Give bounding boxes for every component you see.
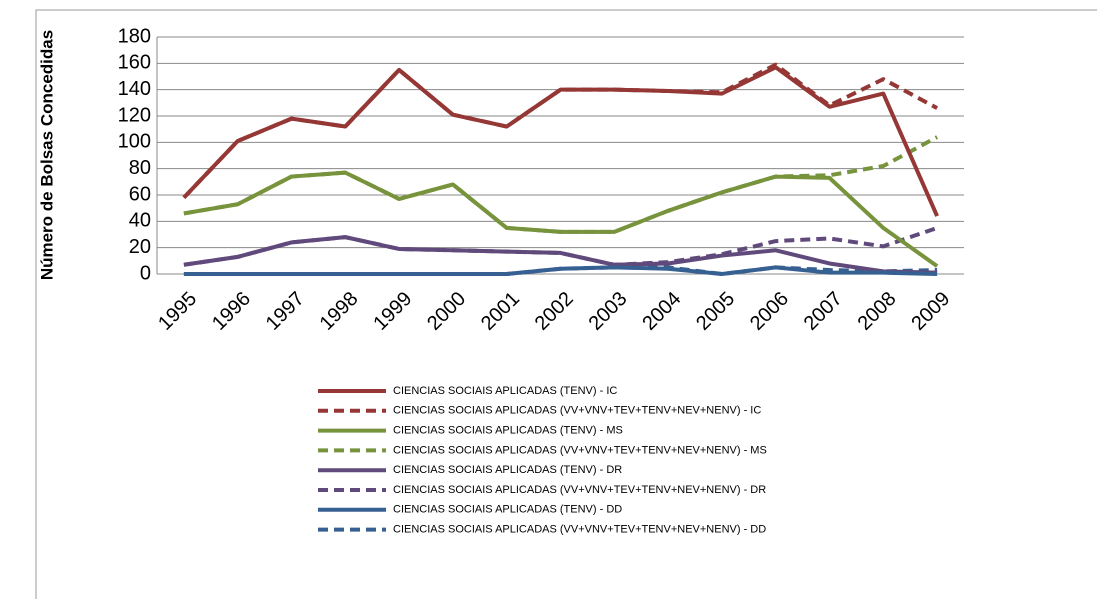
legend-label: CIENCIAS SOCIAIS APLICADAS (TENV) - DR xyxy=(393,464,622,476)
x-tick-label: 2008 xyxy=(854,288,901,335)
x-tick-label: 2001 xyxy=(477,288,524,335)
y-tick-label: 160 xyxy=(118,52,151,74)
y-tick-label: 180 xyxy=(118,25,151,47)
x-tick-label: 2003 xyxy=(585,288,632,335)
legend-label: CIENCIAS SOCIAIS APLICADAS (VV+VNV+TEV+T… xyxy=(393,405,761,417)
legend-label: CIENCIAS SOCIAIS APLICADAS (VV+VNV+TEV+T… xyxy=(393,484,766,496)
y-tick-label: 40 xyxy=(129,210,151,232)
x-tick-label: 1997 xyxy=(262,288,309,335)
y-tick-label: 60 xyxy=(129,183,151,205)
chart-border xyxy=(35,9,1097,599)
y-tick-label: 0 xyxy=(140,262,151,284)
x-tick-label: 2004 xyxy=(638,288,685,335)
legend-label: CIENCIAS SOCIAIS APLICADAS (VV+VNV+TEV+T… xyxy=(393,444,767,456)
series-line xyxy=(182,65,939,217)
y-tick-label: 120 xyxy=(118,104,151,126)
x-tick-label: 2002 xyxy=(531,288,578,335)
x-tick-label: 1996 xyxy=(208,288,255,335)
series-line xyxy=(183,135,939,234)
legend-label: CIENCIAS SOCIAIS APLICADAS (VV+VNV+TEV+T… xyxy=(393,524,766,536)
series-line xyxy=(183,170,939,268)
series-line xyxy=(183,235,938,275)
x-tick-label: 1999 xyxy=(369,288,416,335)
legend-label: CIENCIAS SOCIAIS APLICADAS (TENV) - IC xyxy=(393,385,617,397)
x-tick-label: 2005 xyxy=(692,288,739,335)
x-tick-label: 2006 xyxy=(746,288,793,335)
x-tick-label: 1998 xyxy=(316,288,363,335)
x-tick-label: 2009 xyxy=(907,288,954,335)
y-axis-label: Número de Bolsas Concedidas xyxy=(37,30,56,280)
x-tick-label: 2000 xyxy=(423,288,470,335)
y-tick-label: 20 xyxy=(129,236,151,258)
legend-label: CIENCIAS SOCIAIS APLICADAS (TENV) - DD xyxy=(393,504,622,516)
y-tick-label: 80 xyxy=(129,157,151,179)
x-tick-label: 1995 xyxy=(154,288,201,335)
y-tick-label: 100 xyxy=(118,131,151,153)
y-tick-label: 140 xyxy=(118,78,151,100)
series-line xyxy=(183,265,938,276)
legend-label: CIENCIAS SOCIAIS APLICADAS (TENV) - MS xyxy=(393,425,623,437)
x-tick-label: 2007 xyxy=(800,288,847,335)
